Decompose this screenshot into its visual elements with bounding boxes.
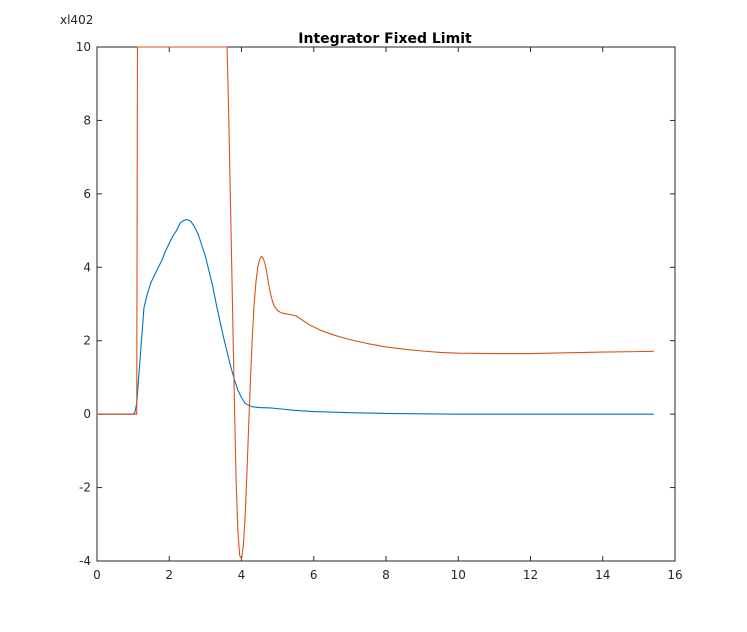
y-tick-label: 10 — [76, 40, 91, 54]
x-tick-label: 6 — [310, 568, 318, 582]
y-tick-label: 4 — [83, 260, 91, 274]
x-tick-label: 16 — [667, 568, 682, 582]
x-tick-label: 8 — [382, 568, 390, 582]
x-tick-label: 10 — [451, 568, 466, 582]
chart-title: Integrator Fixed Limit — [298, 31, 472, 47]
x-tick-label: 12 — [523, 568, 538, 582]
series-line-1 — [96, 219, 654, 415]
y-tick-label: 2 — [83, 334, 91, 348]
x-tick-label: 2 — [165, 568, 173, 582]
series-line-2 — [96, 46, 654, 560]
y-tick-label: -4 — [79, 554, 91, 568]
window-label: xl402 — [60, 13, 93, 27]
y-tick-label: -2 — [79, 481, 91, 495]
y-tick-label: 0 — [83, 407, 91, 421]
x-tick-label: 14 — [595, 568, 610, 582]
y-tick-label: 6 — [83, 187, 91, 201]
x-tick-label: 4 — [238, 568, 246, 582]
y-tick-label: 8 — [83, 113, 91, 127]
x-tick-label: 0 — [93, 568, 101, 582]
